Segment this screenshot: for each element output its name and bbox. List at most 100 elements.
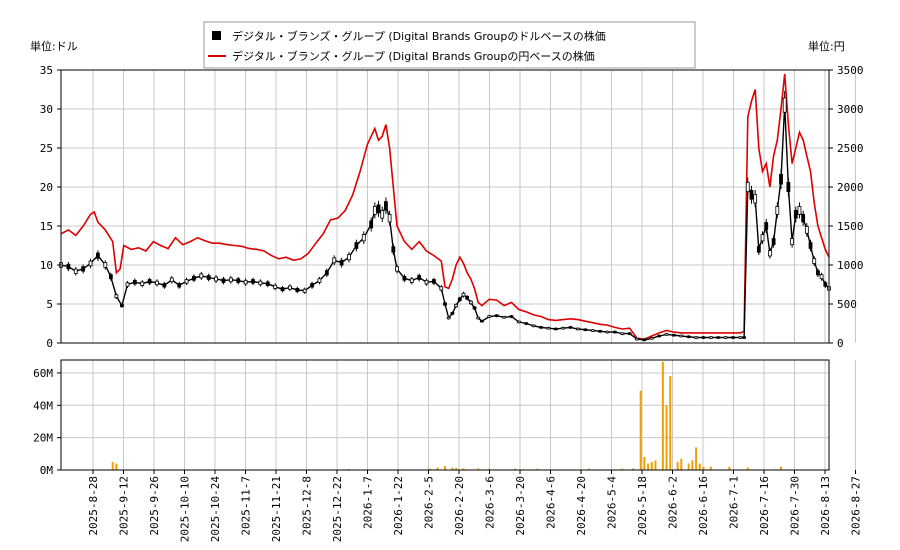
usd-candle-body <box>649 337 654 340</box>
usd-candle-body <box>782 97 787 113</box>
usd-candle-body <box>657 334 662 338</box>
usd-candle-body <box>96 252 100 259</box>
usd-candle-body <box>332 257 337 264</box>
usd-candle-body <box>716 336 721 339</box>
usd-candle-body <box>66 263 71 270</box>
usd-candle-body <box>347 254 351 261</box>
usd-candle-body <box>686 335 691 338</box>
x-tick-label: 2025-9-26 <box>148 476 161 536</box>
usd-candle-body <box>409 278 414 283</box>
x-tick-label: 2026-1-7 <box>362 476 375 529</box>
usd-candle-body <box>288 285 292 290</box>
usd-candle-body <box>738 336 743 339</box>
usd-price-line <box>59 90 831 342</box>
usd-candle-body <box>531 324 536 328</box>
x-tick-label: 2026-8-27 <box>850 476 863 536</box>
volume-bar <box>647 463 650 470</box>
usd-candle-body <box>317 278 322 283</box>
volume-bar <box>698 463 701 470</box>
x-tick-label: 2025-10-10 <box>179 476 192 542</box>
price-plot-frame <box>60 69 830 344</box>
x-tick-label: 2026-3-6 <box>484 476 497 529</box>
y-right-tick-label: 500 <box>837 298 857 311</box>
x-tick-label: 2026-6-16 <box>697 476 710 536</box>
right-axis-ticks: 0 500 1000 1500 2000 2500 3000 3500 <box>829 64 864 350</box>
usd-candle-body <box>372 206 377 215</box>
price-grid <box>61 69 856 344</box>
usd-candle-body <box>457 297 462 302</box>
left-axis-ticks: 0 5 10 15 20 25 30 35 <box>40 64 61 350</box>
volume-bar <box>695 447 698 470</box>
usd-candle-body <box>819 274 824 280</box>
y-left-tick-label: 30 <box>40 103 53 116</box>
y-right-tick-label: 0 <box>837 337 844 350</box>
usd-candle-body <box>786 181 791 193</box>
x-tick-label: 2026-7-16 <box>758 476 771 536</box>
usd-candle-body <box>258 280 263 286</box>
volume-bar <box>111 461 114 470</box>
y-left-tick-label: 35 <box>40 64 53 77</box>
usd-candle-body <box>395 266 399 272</box>
volume-bar <box>709 466 712 470</box>
right-unit-label: 単位:円 <box>808 39 845 53</box>
legend: デジタル・ブランズ・グループ (Digital Brands Groupのドルベ… <box>203 21 696 69</box>
usd-candle-body <box>206 275 211 280</box>
usd-candle-body <box>125 282 130 287</box>
volume-bar <box>451 467 454 470</box>
usd-candle-body <box>509 315 514 318</box>
x-tick-label: 2025-12-22 <box>331 476 344 542</box>
x-tick-label: 2026-2-20 <box>453 476 466 536</box>
usd-candle-body <box>243 279 248 285</box>
y-left-tick-label: 5 <box>46 298 53 311</box>
usd-candle-body <box>147 279 152 284</box>
usd-candle-body <box>797 206 802 215</box>
usd-candle-body <box>465 296 470 300</box>
usd-candle-body <box>756 246 761 253</box>
usd-candle-body <box>439 286 444 291</box>
x-tick-label: 2026-2-5 <box>423 476 436 529</box>
volume-bar <box>650 461 653 470</box>
usd-candle-body <box>694 336 698 339</box>
x-tick-label: 2025-9-12 <box>118 476 131 536</box>
volume-bars <box>111 361 830 470</box>
usd-candle-body <box>302 288 307 293</box>
usd-candle-body <box>472 306 477 310</box>
y-left-tick-label: 20 <box>40 181 53 194</box>
usd-candle-body <box>627 332 632 335</box>
usd-candle-body <box>502 316 506 319</box>
usd-candle-body <box>812 258 817 264</box>
usd-candle-body <box>590 329 595 332</box>
usd-candle-body <box>120 304 124 308</box>
x-tick-label: 2025-11-7 <box>240 476 253 536</box>
usd-candle-body <box>679 334 684 338</box>
volume-bar <box>429 468 432 470</box>
usd-candle-body <box>361 234 366 242</box>
usd-candle-body <box>516 320 521 324</box>
volume-bar <box>746 467 749 470</box>
usd-candle-body <box>114 294 119 299</box>
usd-candle-body <box>103 262 108 268</box>
usd-candle-body <box>417 275 422 280</box>
usd-candle-body <box>583 328 588 331</box>
left-unit-label: 単位:ドル <box>30 39 78 53</box>
volume-axis-ticks: 0M 20M 40M 60M <box>33 367 61 477</box>
usd-candle-body <box>731 336 735 339</box>
usd-candle-body <box>280 287 285 292</box>
volume-bar <box>661 361 664 470</box>
usd-candle-body <box>642 338 647 342</box>
usd-candle-body <box>354 242 359 249</box>
y-left-tick-label: 15 <box>40 220 53 233</box>
usd-candle-body <box>635 337 639 341</box>
volume-bar <box>462 468 465 470</box>
x-tick-label: 2026-4-20 <box>575 476 588 536</box>
usd-candle-body <box>598 330 602 333</box>
usd-candle-body <box>454 304 458 308</box>
y-left-tick-label: 0 <box>46 337 53 350</box>
usd-candle-body <box>760 234 765 242</box>
x-tick-label: 2026-7-30 <box>789 476 802 536</box>
usd-candle-body <box>169 277 174 283</box>
volume-bar <box>680 458 683 470</box>
x-tick-label: 2026-6-2 <box>667 476 680 529</box>
usd-candle-body <box>764 222 769 230</box>
usd-candle-body <box>369 220 374 229</box>
